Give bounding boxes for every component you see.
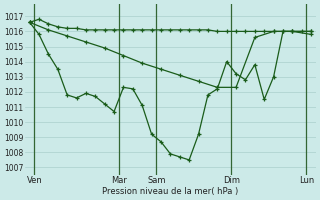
X-axis label: Pression niveau de la mer( hPa ): Pression niveau de la mer( hPa )	[102, 187, 238, 196]
